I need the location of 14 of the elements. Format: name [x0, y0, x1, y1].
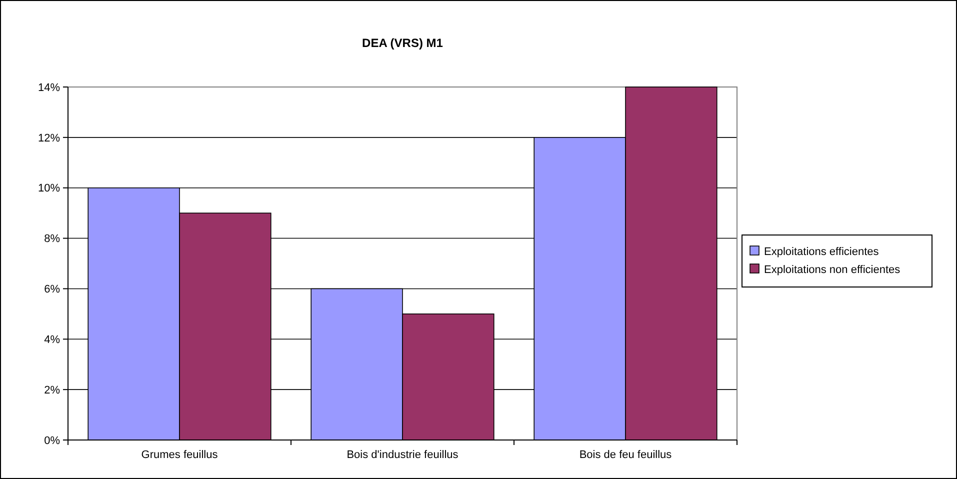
y-tick-label: 12%: [38, 132, 60, 144]
y-tick-label: 14%: [38, 82, 60, 94]
y-tick-label: 10%: [38, 182, 60, 195]
x-tick-label: Bois d'industrie feuillus: [346, 449, 459, 461]
x-tick-label: Grumes feuillus: [141, 449, 218, 461]
chart-title: DEA (VRS) M1: [362, 36, 444, 50]
y-tick-label: 6%: [44, 284, 60, 296]
y-tick-label: 0%: [44, 434, 60, 447]
y-tick-label: 8%: [44, 233, 60, 246]
legend-label: Exploitations non efficientes: [764, 264, 901, 276]
x-tick-label: Bois de feu feuillus: [579, 449, 672, 461]
y-tick-label: 4%: [44, 334, 60, 346]
legend-label: Exploitations efficientes: [764, 246, 880, 258]
y-tick-label: 2%: [44, 384, 60, 396]
